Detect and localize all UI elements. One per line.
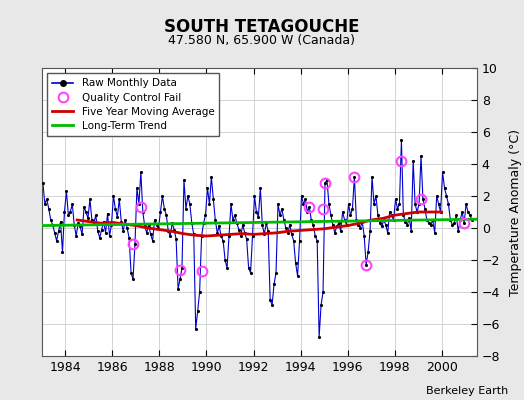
Text: 47.580 N, 65.900 W (Canada): 47.580 N, 65.900 W (Canada) (169, 34, 355, 47)
Y-axis label: Temperature Anomaly (°C): Temperature Anomaly (°C) (508, 128, 521, 296)
Legend: Raw Monthly Data, Quality Control Fail, Five Year Moving Average, Long-Term Tren: Raw Monthly Data, Quality Control Fail, … (47, 73, 220, 136)
Text: SOUTH TETAGOUCHE: SOUTH TETAGOUCHE (164, 18, 360, 36)
Text: Berkeley Earth: Berkeley Earth (426, 386, 508, 396)
